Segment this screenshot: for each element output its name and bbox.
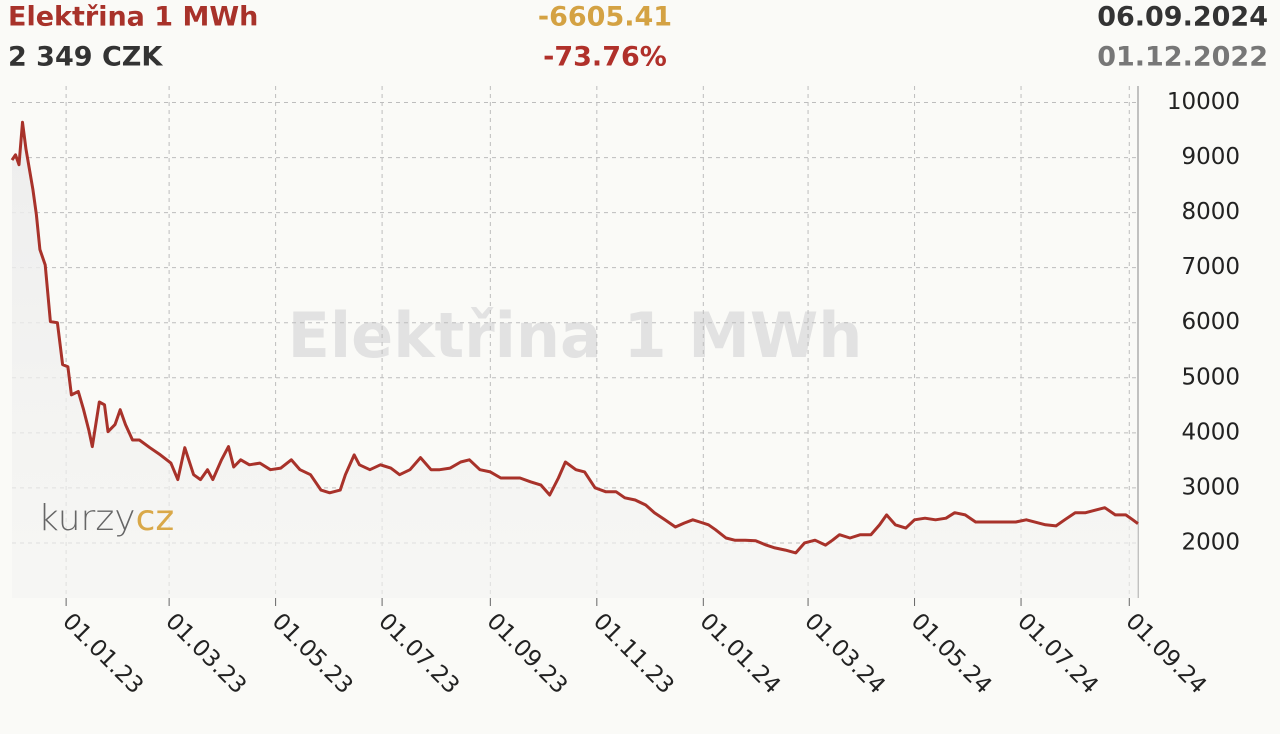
area-fill (12, 122, 1138, 599)
x-tick-label: 01.11.23 (588, 608, 679, 699)
x-tick-label: 01.09.24 (1120, 608, 1211, 699)
x-tick-label: 01.03.24 (799, 608, 890, 699)
change-percent: -73.76% (543, 42, 667, 73)
x-tick-label: 01.07.24 (1012, 608, 1103, 699)
x-tick-label: 01.07.23 (373, 608, 464, 699)
logo-part: kurzy (38, 498, 136, 539)
price-line (10, 120, 1139, 555)
x-tick-label: 01.09.23 (481, 608, 572, 699)
watermark-logo: kurzycz (38, 498, 174, 539)
x-tick-label: 01.03.23 (160, 608, 251, 699)
y-tick-label: 5000 (1181, 364, 1240, 390)
date-from: 01.12.2022 (1097, 42, 1268, 73)
y-tick-label: 3000 (1181, 474, 1240, 500)
chart-title: Elektřina 1 MWh (8, 2, 258, 33)
x-tick-label: 01.05.23 (267, 608, 358, 699)
watermark-title: Elektřina 1 MWh (288, 299, 863, 372)
logo-part: cz (136, 498, 175, 539)
change-value: -6605.41 (538, 2, 672, 33)
y-tick-label: 9000 (1181, 144, 1240, 170)
x-tick-label: 01.01.24 (694, 608, 785, 699)
price-label: 2 349 CZK (8, 42, 163, 73)
y-tick-label: 10000 (1167, 89, 1240, 115)
y-tick-label: 2000 (1181, 529, 1240, 555)
y-tick-label: 4000 (1181, 419, 1240, 445)
x-tick-label: 01.05.24 (906, 608, 997, 699)
date-to: 06.09.2024 (1097, 2, 1268, 33)
y-tick-label: 7000 (1181, 254, 1240, 280)
y-tick-label: 6000 (1181, 309, 1240, 335)
x-tick-label: 01.01.23 (57, 608, 148, 699)
y-tick-label: 8000 (1181, 199, 1240, 225)
